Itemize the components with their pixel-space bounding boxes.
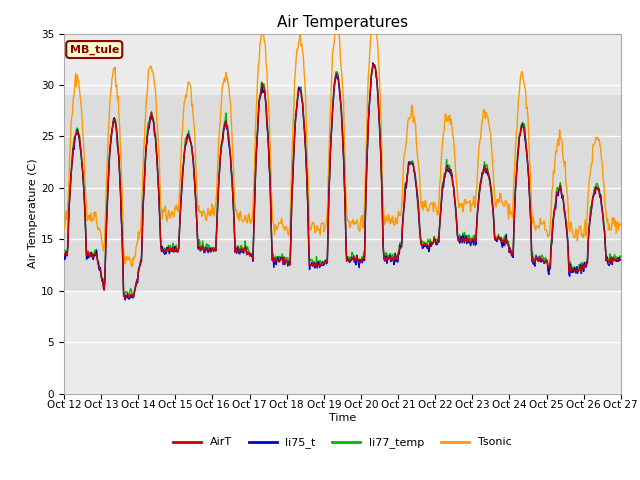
Tsonic [617,222,625,228]
li77_temp [214,193,222,199]
li75_t [185,134,193,140]
li75_t [214,194,222,200]
li77_temp [369,60,377,66]
X-axis label: Time: Time [329,413,356,422]
AirT [617,257,625,263]
AirT [70,142,78,148]
Y-axis label: Air Temperature (C): Air Temperature (C) [28,159,38,268]
li77_temp [128,293,136,299]
Line: Tsonic: Tsonic [64,14,621,266]
li75_t [122,297,129,303]
Tsonic [185,79,193,84]
li77_temp [617,254,625,260]
li77_temp [60,248,68,253]
li75_t [70,146,78,152]
Tsonic [60,226,68,231]
AirT [128,294,136,300]
AirT [60,251,68,257]
Tsonic [214,155,222,160]
AirT [428,241,436,247]
li75_t [369,60,377,66]
li77_temp [70,134,78,140]
AirT [122,296,129,302]
li77_temp [412,175,419,181]
li77_temp [185,128,193,133]
AirT [412,177,419,182]
li75_t [412,180,419,185]
Text: MB_tule: MB_tule [70,44,119,55]
Legend: AirT, li75_t, li77_temp, Tsonic: AirT, li75_t, li77_temp, Tsonic [169,433,516,453]
li75_t [428,241,436,247]
Line: li75_t: li75_t [64,63,621,300]
Tsonic [412,122,419,128]
AirT [214,193,222,199]
Line: li77_temp: li77_temp [64,63,621,297]
Bar [64,96,621,291]
AirT [369,61,377,67]
li77_temp [428,240,436,246]
li77_temp [124,294,132,300]
Tsonic [428,200,436,205]
Tsonic [70,92,78,98]
Title: Air Temperatures: Air Temperatures [277,15,408,30]
li75_t [128,292,136,298]
AirT [185,132,193,138]
li75_t [60,252,68,257]
Line: AirT: AirT [64,64,621,299]
Tsonic [369,11,377,17]
Tsonic [128,264,136,269]
li75_t [617,257,625,263]
Tsonic [127,263,135,268]
